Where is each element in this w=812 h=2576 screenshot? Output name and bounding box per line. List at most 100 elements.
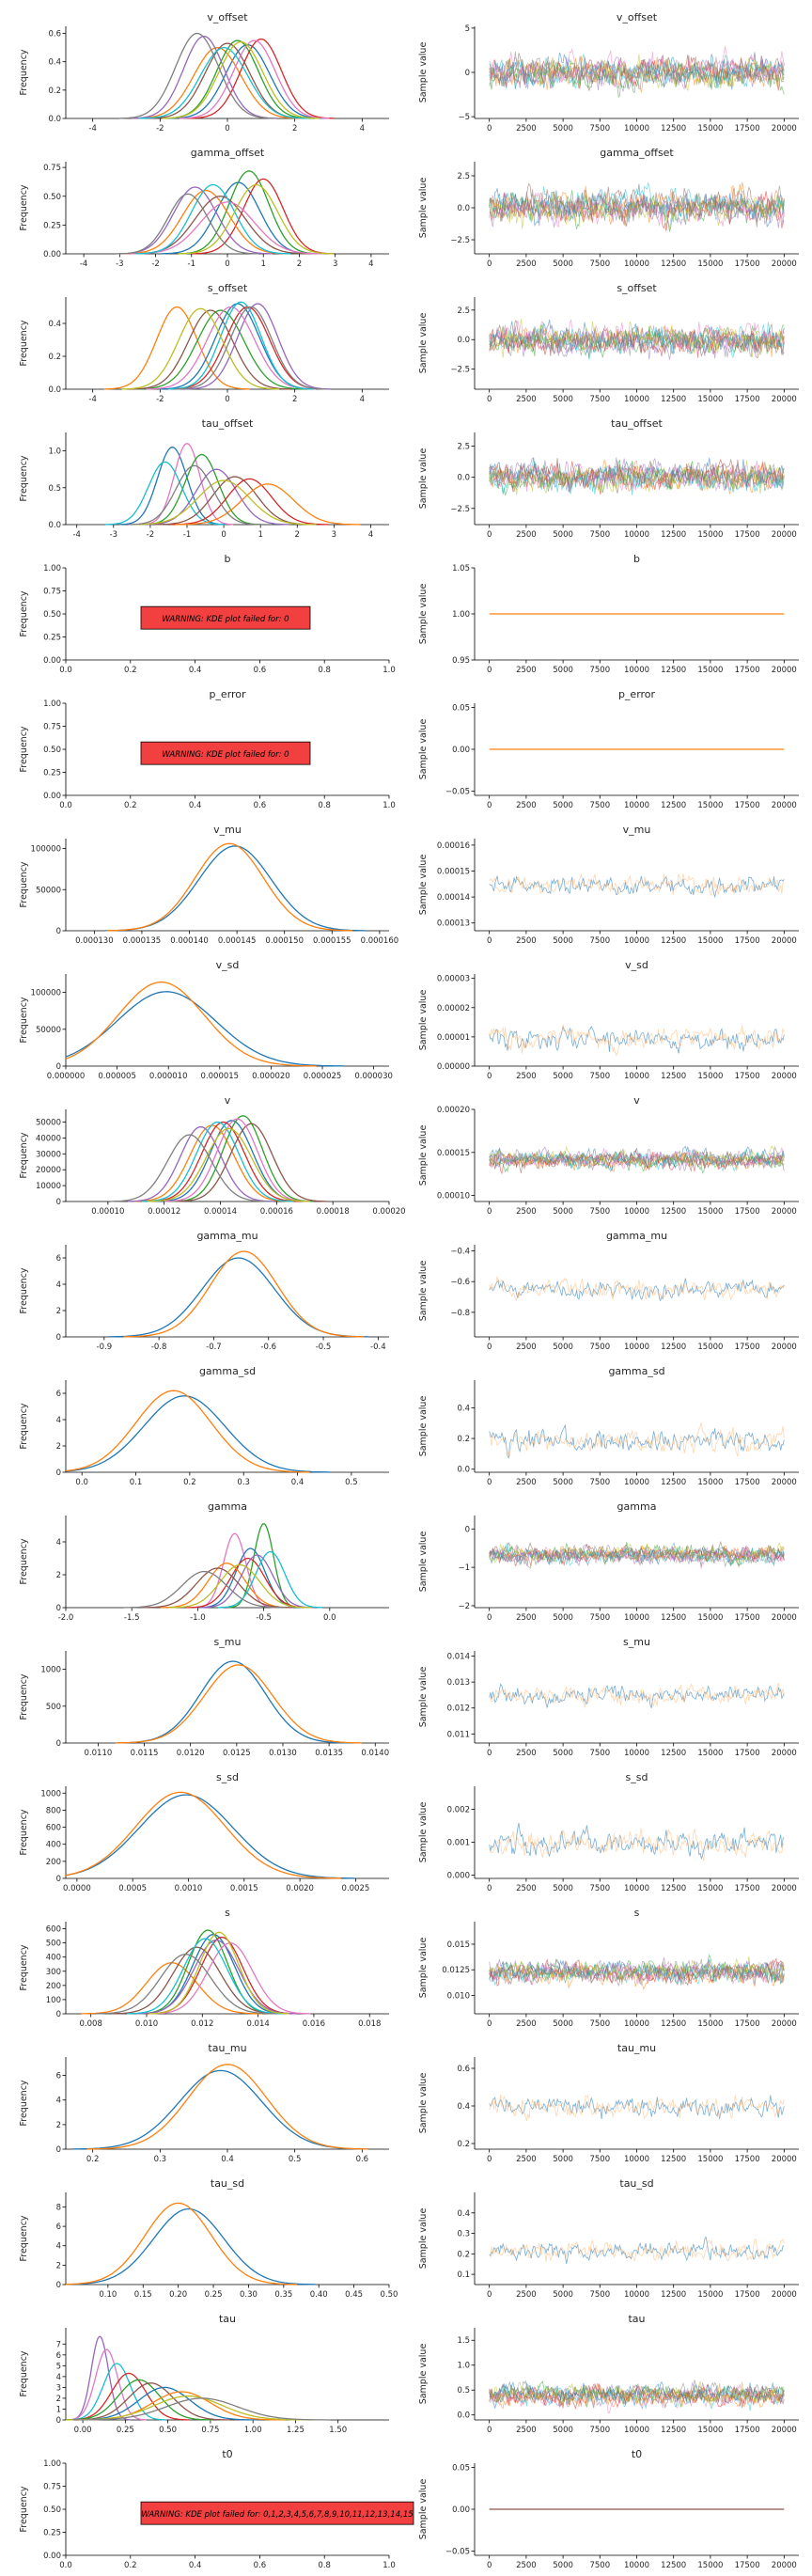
x-tick-label: -1 — [188, 259, 195, 269]
density-panel-s_offset: s_offset Frequency -4 -2 0 2 4 0.0 0.2 0.4 — [19, 282, 389, 404]
y-tick-label: 0.00015 — [437, 868, 470, 877]
trace-title: s_mu — [623, 1636, 650, 1648]
x-tick-label: 20000 — [772, 2019, 797, 2029]
y-tick-label: 0.00 — [43, 792, 61, 801]
y-tick-label: 4 — [56, 1280, 61, 1290]
density-curve — [105, 842, 353, 932]
y-tick-label: 0.0 — [48, 521, 61, 530]
trace-panel-gamma_sd: gamma_sd Sample value 0 2500 5000 7500 10000 12… — [418, 1365, 799, 1487]
x-tick-label: 0 — [487, 395, 492, 404]
density-curve — [66, 2379, 213, 2421]
density-title: b — [225, 553, 231, 565]
x-tick-label: 1 — [261, 259, 266, 269]
density-curve — [192, 178, 335, 255]
x-tick-label: 0.000025 — [304, 1072, 342, 1081]
x-tick-label: 0.00018 — [317, 1207, 350, 1217]
y-tick-label: −0.05 — [445, 2548, 470, 2557]
trace-title: v_sd — [625, 959, 648, 971]
x-tick-label: 7500 — [589, 2561, 610, 2570]
trace-panel-b: b Sample value 0 2500 5000 7500 10000 12500 1500… — [418, 553, 799, 675]
density-title: t0 — [222, 2448, 232, 2460]
y-tick-label: 600 — [46, 1925, 61, 1935]
y-tick-label: 0.5 — [48, 484, 61, 494]
x-tick-label: 20000 — [772, 1613, 797, 1623]
x-tick-label: 15000 — [697, 2426, 723, 2435]
y-tick-label: 5 — [465, 24, 470, 34]
y-tick-label: 0 — [56, 2416, 61, 2426]
x-tick-label: 0.50 — [381, 2290, 398, 2300]
density-curve — [162, 40, 320, 119]
density-title: s — [225, 1907, 230, 1919]
x-tick-label: 0.0 — [59, 2561, 72, 2570]
trace-ylabel: Sample value — [418, 1802, 429, 1863]
trace-line — [489, 2382, 785, 2410]
trace-line — [489, 319, 785, 358]
y-tick-label: −0.4 — [450, 1248, 470, 1257]
y-tick-label: 1.00 — [452, 610, 470, 620]
x-tick-label: 2 — [292, 124, 297, 134]
y-tick-label: 0.0 — [48, 385, 61, 395]
y-tick-label: 0.95 — [452, 656, 470, 666]
y-tick-label: 0.25 — [43, 634, 61, 643]
x-tick-label: 0.4 — [189, 801, 202, 810]
y-tick-label: 3 — [56, 2383, 61, 2393]
trace-line — [489, 55, 785, 93]
y-tick-label: 0 — [56, 2145, 61, 2155]
y-tick-label: 6 — [56, 2072, 61, 2081]
x-tick-label: -2 — [156, 124, 164, 134]
x-tick-label: 0.0 — [59, 666, 72, 675]
x-tick-label: 5000 — [553, 2561, 573, 2570]
x-tick-label: 0.8 — [318, 666, 331, 675]
y-tick-label: 1.00 — [43, 564, 61, 573]
density-title: gamma — [208, 1500, 247, 1513]
y-tick-label: 1.00 — [43, 2459, 61, 2469]
x-tick-label: 12500 — [661, 259, 686, 269]
density-curve — [218, 1550, 323, 1609]
y-tick-label: 0.2 — [457, 2140, 470, 2149]
y-tick-label: 0.001 — [447, 1839, 470, 1848]
trace-line — [489, 1822, 785, 1860]
y-tick-label: −1 — [458, 1563, 470, 1573]
y-tick-label: 0.4 — [48, 58, 61, 68]
x-tick-label: 17500 — [735, 395, 760, 404]
x-tick-label: 0.35 — [274, 2290, 292, 2300]
x-tick-label: -0.5 — [316, 1343, 332, 1352]
trace-ylabel: Sample value — [418, 990, 429, 1051]
x-tick-label: 10000 — [624, 801, 649, 810]
x-tick-label: 17500 — [735, 530, 760, 540]
x-tick-label: -4 — [88, 395, 96, 404]
x-tick-label: 5000 — [553, 1072, 573, 1081]
density-curve — [199, 1554, 315, 1609]
x-tick-label: 0.8 — [318, 2561, 331, 2570]
y-tick-label: 0.00 — [452, 746, 470, 755]
trace-line — [489, 1145, 785, 1169]
x-tick-label: 17500 — [735, 1343, 760, 1352]
y-tick-label: 2 — [56, 2121, 61, 2130]
x-tick-label: 0.0130 — [269, 1749, 297, 1758]
density-curve — [130, 309, 291, 390]
y-tick-label: 0.011 — [447, 1730, 470, 1739]
x-tick-label: 5000 — [553, 2290, 573, 2300]
y-tick-label: 200 — [46, 1982, 61, 1991]
x-tick-label: 4 — [360, 395, 365, 404]
trace-line — [489, 1828, 785, 1861]
density-title: s_mu — [214, 1636, 242, 1648]
y-tick-label: 0.50 — [43, 2505, 61, 2515]
y-tick-label: −2.5 — [450, 505, 470, 514]
x-tick-label: 10000 — [624, 259, 649, 269]
x-tick-label: 0.4 — [189, 2561, 202, 2570]
y-tick-label: 2.5 — [457, 172, 470, 181]
x-tick-label: 5000 — [553, 530, 573, 540]
x-tick-label: 7500 — [589, 259, 610, 269]
y-tick-label: 40000 — [36, 1134, 61, 1143]
x-tick-label: 0.5 — [289, 2155, 302, 2164]
trace-ylabel: Sample value — [418, 584, 429, 645]
x-tick-label: 10000 — [624, 1207, 649, 1217]
density-curve — [179, 183, 335, 255]
x-tick-label: 7500 — [589, 1749, 610, 1758]
y-tick-label: 4 — [56, 2373, 61, 2382]
x-tick-label: 7500 — [589, 2290, 610, 2300]
trace-title: tau — [628, 2313, 645, 2325]
trace-panel-gamma_offset: gamma_offset Sample value 0 2500 5000 7500 100… — [418, 147, 799, 269]
density-panel-tau_mu: tau_mu Frequency 0.2 0.3 0.4 0.5 0.6 0 2 4 6 — [19, 2042, 389, 2164]
